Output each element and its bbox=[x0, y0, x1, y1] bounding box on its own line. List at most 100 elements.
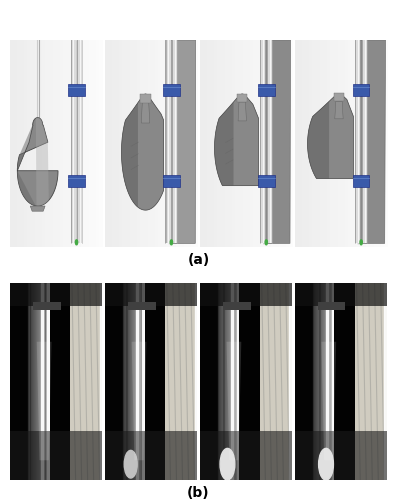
Bar bbox=[323, 282, 324, 480]
Polygon shape bbox=[168, 40, 169, 244]
Polygon shape bbox=[10, 430, 102, 480]
Polygon shape bbox=[166, 40, 171, 244]
Bar bbox=[125, 282, 127, 480]
Polygon shape bbox=[334, 93, 344, 102]
Polygon shape bbox=[335, 102, 343, 119]
Bar bbox=[384, 282, 387, 480]
Bar bbox=[129, 282, 130, 480]
Bar bbox=[289, 282, 292, 480]
Bar bbox=[224, 282, 225, 480]
Polygon shape bbox=[121, 94, 164, 210]
Bar bbox=[328, 282, 329, 480]
Bar bbox=[330, 282, 331, 480]
Bar bbox=[48, 282, 49, 480]
Polygon shape bbox=[358, 40, 385, 244]
Bar bbox=[144, 282, 145, 480]
Bar bbox=[316, 282, 317, 480]
Bar bbox=[331, 282, 332, 480]
Bar bbox=[324, 282, 325, 480]
Bar bbox=[127, 282, 129, 480]
Bar bbox=[142, 282, 144, 480]
Bar bbox=[40, 282, 41, 480]
Polygon shape bbox=[223, 302, 251, 310]
Polygon shape bbox=[145, 282, 165, 480]
Bar bbox=[39, 282, 40, 480]
Polygon shape bbox=[105, 282, 197, 306]
Bar bbox=[139, 282, 141, 480]
Circle shape bbox=[75, 240, 78, 245]
Polygon shape bbox=[214, 102, 233, 186]
Bar bbox=[315, 282, 316, 480]
Bar bbox=[227, 282, 228, 480]
Bar bbox=[134, 282, 135, 480]
Polygon shape bbox=[132, 342, 146, 460]
Polygon shape bbox=[30, 206, 45, 211]
Bar bbox=[124, 282, 125, 480]
Bar bbox=[43, 282, 44, 480]
Circle shape bbox=[319, 448, 333, 480]
Polygon shape bbox=[355, 282, 387, 480]
Polygon shape bbox=[308, 102, 329, 178]
Bar bbox=[137, 282, 138, 480]
Polygon shape bbox=[37, 342, 52, 460]
Polygon shape bbox=[10, 282, 102, 306]
Polygon shape bbox=[175, 40, 176, 244]
Bar bbox=[329, 282, 330, 480]
Polygon shape bbox=[268, 40, 272, 244]
Polygon shape bbox=[355, 40, 356, 244]
Polygon shape bbox=[260, 282, 292, 480]
Bar bbox=[49, 282, 50, 480]
Bar bbox=[331, 282, 333, 480]
Polygon shape bbox=[358, 40, 359, 244]
Polygon shape bbox=[322, 342, 336, 460]
Bar bbox=[132, 282, 133, 480]
Bar bbox=[195, 282, 197, 480]
Bar bbox=[230, 282, 231, 480]
Polygon shape bbox=[141, 94, 150, 102]
Polygon shape bbox=[105, 282, 197, 480]
Circle shape bbox=[220, 448, 235, 480]
Bar bbox=[136, 282, 138, 480]
Polygon shape bbox=[36, 118, 49, 206]
Bar bbox=[36, 282, 37, 480]
Polygon shape bbox=[71, 40, 76, 244]
Polygon shape bbox=[308, 94, 353, 178]
Polygon shape bbox=[105, 282, 123, 480]
Circle shape bbox=[265, 240, 268, 245]
Bar bbox=[234, 282, 235, 480]
Polygon shape bbox=[163, 84, 179, 96]
Polygon shape bbox=[200, 282, 292, 480]
Bar bbox=[229, 282, 230, 480]
Polygon shape bbox=[334, 282, 355, 480]
Bar bbox=[225, 282, 227, 480]
Bar bbox=[31, 282, 32, 480]
Polygon shape bbox=[165, 282, 197, 480]
Bar bbox=[326, 282, 327, 480]
Polygon shape bbox=[295, 430, 387, 480]
Polygon shape bbox=[200, 282, 218, 480]
Polygon shape bbox=[141, 102, 150, 123]
Bar bbox=[325, 282, 326, 480]
Polygon shape bbox=[261, 40, 266, 244]
Polygon shape bbox=[238, 102, 247, 121]
Bar bbox=[233, 282, 234, 480]
Polygon shape bbox=[258, 176, 274, 187]
Polygon shape bbox=[105, 430, 197, 480]
Polygon shape bbox=[50, 282, 70, 480]
Bar bbox=[322, 282, 323, 480]
Text: (b): (b) bbox=[187, 486, 210, 500]
Text: (a): (a) bbox=[187, 254, 210, 268]
Bar bbox=[231, 282, 233, 480]
Polygon shape bbox=[362, 40, 363, 244]
Bar bbox=[317, 282, 318, 480]
Polygon shape bbox=[78, 40, 83, 244]
Bar bbox=[33, 282, 34, 480]
Bar bbox=[219, 282, 220, 480]
Polygon shape bbox=[128, 302, 156, 310]
Bar bbox=[141, 282, 143, 480]
Bar bbox=[235, 282, 236, 480]
Bar bbox=[222, 282, 224, 480]
Bar bbox=[42, 282, 43, 480]
Polygon shape bbox=[270, 40, 271, 244]
Polygon shape bbox=[121, 102, 138, 207]
